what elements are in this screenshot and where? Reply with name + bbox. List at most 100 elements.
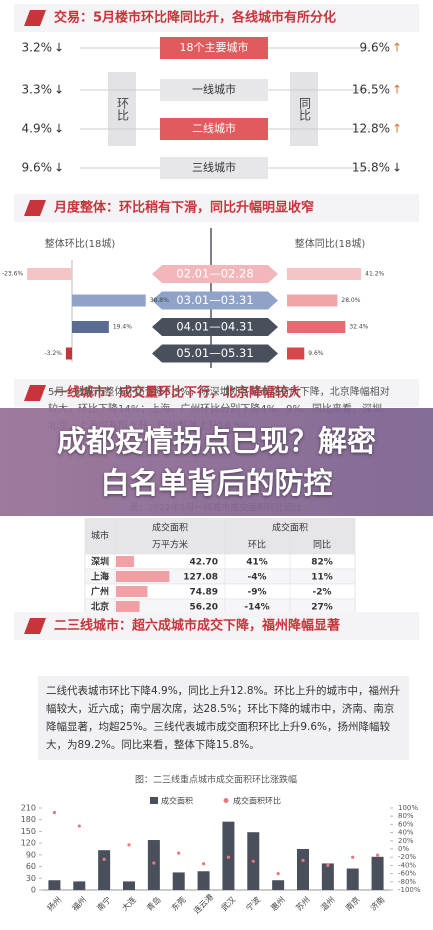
y2-tick-label: 100% bbox=[398, 804, 418, 812]
city-pill bbox=[160, 157, 268, 179]
ratio-dot bbox=[127, 843, 131, 847]
period-pill bbox=[152, 344, 278, 363]
x-tick-label: 连云港 bbox=[191, 892, 215, 916]
ratio-dot bbox=[251, 859, 255, 863]
ratio-dot bbox=[301, 858, 305, 863]
mom-label: -23.6% bbox=[2, 271, 24, 278]
yoy-label: 28.0% bbox=[341, 297, 360, 304]
td-area: 56.20 bbox=[190, 603, 218, 613]
yoy-bar bbox=[287, 268, 362, 280]
side-label: 环比 bbox=[116, 97, 130, 122]
mom-arrow: ↓ bbox=[54, 161, 64, 175]
bar bbox=[147, 840, 160, 890]
legend-swatch bbox=[223, 798, 229, 803]
ratio-dot bbox=[351, 855, 355, 859]
y2-tick-label: -40% bbox=[398, 861, 416, 869]
legend-label: 成交面积环比 bbox=[233, 796, 281, 806]
yoy-value: 9.6% bbox=[360, 41, 391, 55]
period-label: 02.01—02.28 bbox=[176, 267, 253, 281]
heading-background bbox=[14, 379, 419, 407]
heading-icon bbox=[24, 200, 46, 216]
heading-background bbox=[14, 194, 419, 222]
mom-bar bbox=[72, 321, 109, 333]
bar bbox=[123, 881, 135, 890]
bar bbox=[272, 880, 285, 890]
y2-tick-label: -20% bbox=[398, 853, 416, 861]
mom-value: 4.9% bbox=[22, 122, 53, 136]
city-label: 一线城市 bbox=[192, 82, 236, 96]
banner: 成都疫情拐点已现？解密白名单背后的防控 bbox=[0, 408, 433, 516]
td-mom: 41% bbox=[246, 558, 268, 568]
y-tick-label: 90 bbox=[26, 850, 36, 859]
area-bar bbox=[116, 601, 140, 612]
section-heading: 月度整体：环比稍有下滑，同比升幅明显收窄 bbox=[53, 200, 314, 216]
x-tick-label: 东莞 bbox=[169, 894, 187, 912]
y-tick-label: 120 bbox=[21, 839, 36, 848]
heading-background bbox=[14, 612, 419, 640]
period-pill bbox=[152, 318, 278, 336]
bar bbox=[73, 881, 86, 890]
period-label: 04.01—04.31 bbox=[176, 320, 253, 334]
td-area: 42.70 bbox=[190, 558, 218, 568]
x-tick-label: 济南 bbox=[368, 894, 386, 912]
ratio-dot bbox=[77, 824, 81, 828]
section-heading: 一线城市：成交量环比下行，北京降幅较大 bbox=[54, 385, 301, 401]
city-label: 18个主要城市 bbox=[180, 40, 249, 54]
x-tick-label: 扬州 bbox=[45, 894, 63, 912]
td-city: 上海 bbox=[91, 571, 109, 583]
x-tick-label: 南宁 bbox=[95, 894, 113, 912]
td-yoy: 27% bbox=[311, 603, 333, 613]
ratio-dot bbox=[152, 861, 156, 865]
side-box bbox=[290, 72, 318, 146]
x-tick-label: 惠州 bbox=[269, 894, 287, 912]
yoy-arrow: ↑ bbox=[392, 41, 402, 55]
mom-arrow: ↓ bbox=[54, 122, 64, 136]
heading-icon bbox=[24, 10, 46, 26]
td-yoy: -2% bbox=[312, 588, 331, 598]
x-tick-label: 武汉 bbox=[219, 894, 237, 912]
mom-bar bbox=[65, 347, 72, 360]
td-mom: -9% bbox=[247, 588, 266, 598]
yoy-label: 32.4% bbox=[349, 324, 368, 331]
banner-title: 成都疫情拐点已现？解密白名单背后的防控 bbox=[56, 424, 376, 500]
mom-label: -3.2% bbox=[44, 350, 62, 357]
left-title: 整体环比(18城) bbox=[45, 237, 116, 250]
bar bbox=[371, 856, 384, 890]
ratio-dot bbox=[326, 863, 330, 868]
y2-tick-label: 80% bbox=[398, 812, 414, 820]
yoy-value: 15.8% bbox=[352, 161, 390, 175]
chart-title: 图：二三线重点城市成交面积环比涨跌幅 bbox=[135, 774, 297, 786]
mom-value: 3.3% bbox=[22, 83, 53, 97]
yoy-value: 16.5% bbox=[352, 83, 390, 97]
th: 同比 bbox=[313, 539, 331, 551]
city-pill bbox=[160, 37, 268, 59]
yoy-label: 41.2% bbox=[365, 271, 384, 278]
ratio-dot bbox=[276, 872, 280, 876]
mom-arrow: ↓ bbox=[54, 83, 64, 97]
legend-swatch bbox=[150, 797, 158, 804]
x-tick-label: 大连 bbox=[119, 894, 137, 912]
td-city: 广州 bbox=[91, 586, 109, 598]
ratio-dot bbox=[375, 853, 380, 857]
y2-tick-label: 40% bbox=[398, 829, 414, 837]
mom-bar bbox=[27, 268, 72, 280]
ratio-dot bbox=[102, 857, 106, 861]
td-area: 127.08 bbox=[183, 573, 218, 583]
city-pill bbox=[160, 79, 268, 101]
y2-tick-label: 60% bbox=[398, 820, 414, 828]
th: 环比 bbox=[248, 539, 266, 551]
legend-label: 成交面积 bbox=[161, 796, 193, 806]
section-heading: 二三线城市：超六成城市成交下降，福州降幅显著 bbox=[54, 618, 340, 634]
y2-tick-label: 0% bbox=[398, 845, 409, 853]
bar bbox=[172, 872, 185, 890]
yoy-arrow: ↑ bbox=[392, 83, 402, 97]
yoy-label: 9.6% bbox=[308, 350, 324, 357]
area-bar bbox=[116, 571, 170, 582]
area-bar bbox=[116, 556, 134, 567]
td-city: 深圳 bbox=[91, 556, 109, 568]
section4-paragraph: 二线代表城市环比下降4.9%，同比上升12.8%。环比上升的城市中，福州升幅较大… bbox=[38, 676, 409, 760]
city-label: 二线城市 bbox=[192, 121, 236, 135]
yoy-arrow: ↓ bbox=[392, 161, 402, 175]
